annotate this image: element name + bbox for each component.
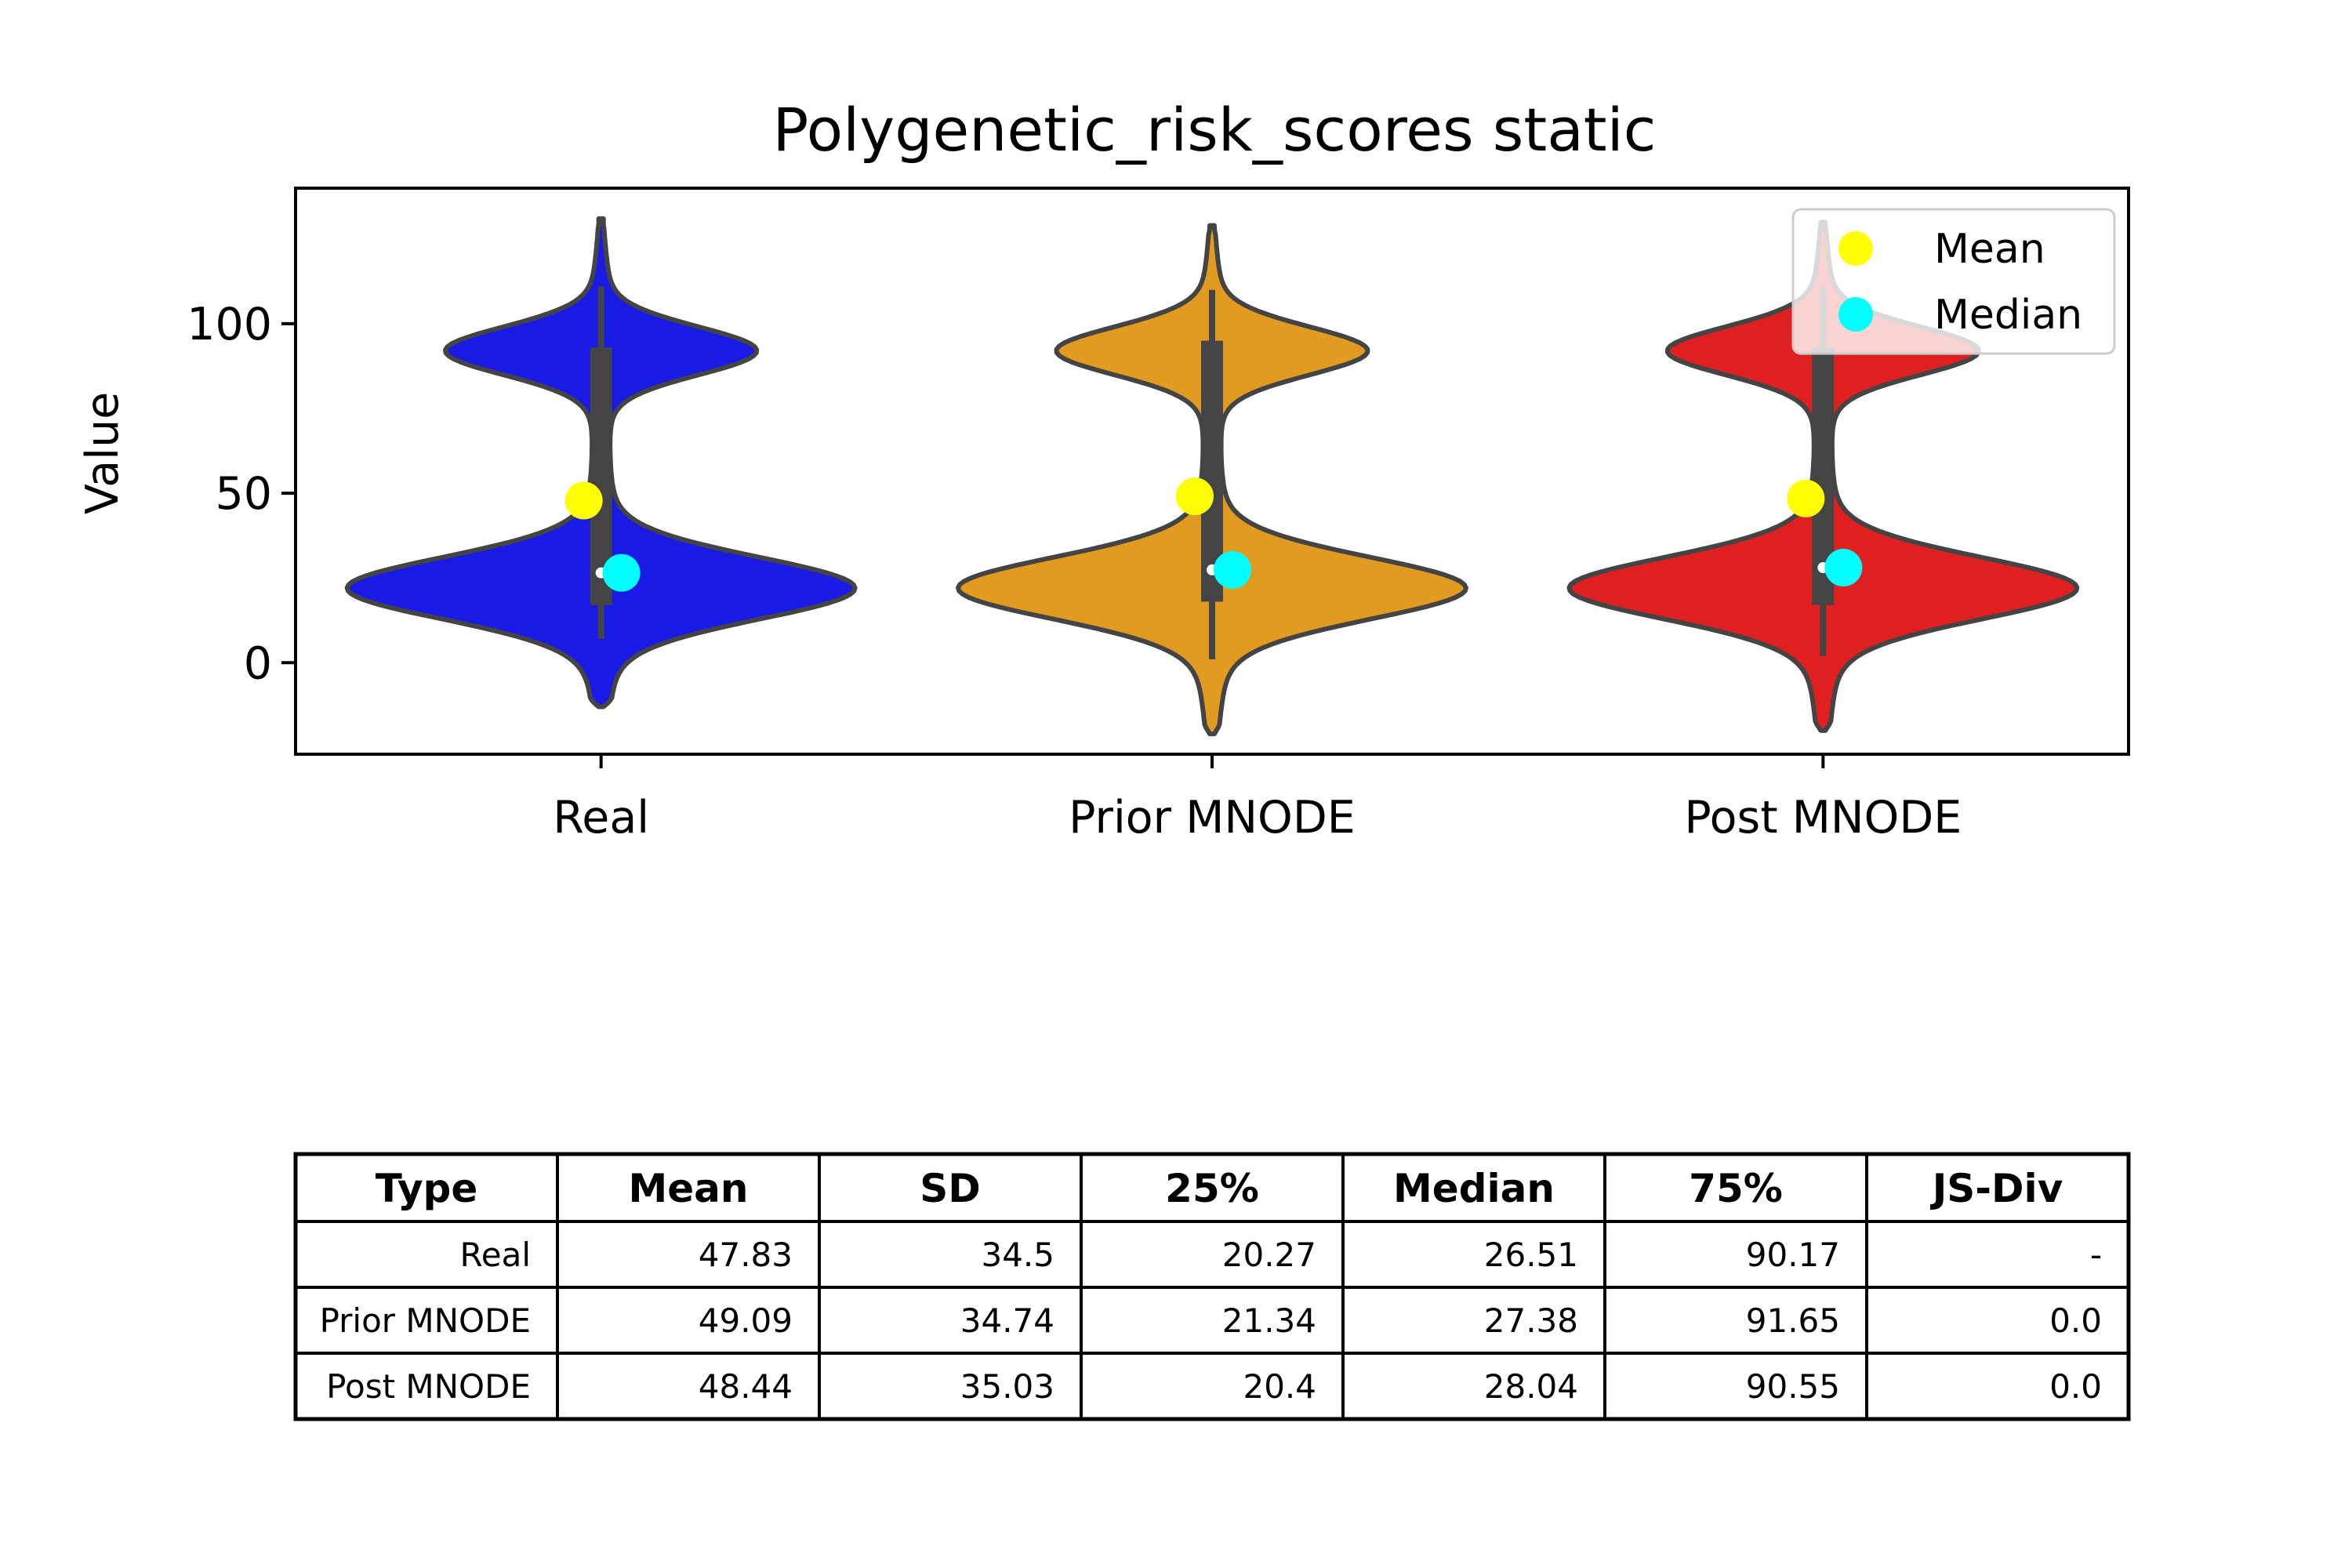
table-cell: 91.65 — [1746, 1301, 1840, 1340]
legend: Mean Median — [1791, 208, 2116, 355]
x-tick-label-real: Real — [553, 792, 649, 844]
table-cell: 90.55 — [1746, 1367, 1840, 1406]
y-tick-label-100: 100 — [187, 299, 272, 350]
chart-title: Polygenetic_risk_scores static — [773, 95, 1657, 165]
median-marker-real — [602, 554, 641, 592]
legend-label-median: Median — [1934, 292, 2082, 339]
table-header-75: 75% — [1689, 1166, 1783, 1211]
table-header-mean: Mean — [628, 1166, 748, 1211]
table-header-js-div: JS-Div — [1930, 1166, 2063, 1211]
y-axis-label: Value — [77, 392, 129, 515]
mean-marker-prior-mnode — [1176, 477, 1214, 516]
mean-median-markers — [564, 477, 1863, 592]
table-cell: 47.83 — [699, 1236, 793, 1274]
legend-marker-mean — [1838, 231, 1873, 266]
x-tick-label-prior-mnode: Prior MNODE — [1069, 792, 1356, 844]
table-cell: Prior MNODE — [320, 1301, 531, 1340]
table-cell: 20.4 — [1243, 1367, 1316, 1406]
table-cell: 34.74 — [960, 1301, 1054, 1340]
table-cell: 20.27 — [1222, 1236, 1316, 1274]
table-cell: - — [2090, 1236, 2102, 1274]
legend-marker-median — [1838, 297, 1873, 332]
table-cell: 90.17 — [1746, 1236, 1840, 1274]
median-marker-post-mnode — [1824, 549, 1863, 587]
table-cell: 34.5 — [981, 1236, 1054, 1274]
mean-marker-post-mnode — [1787, 479, 1825, 517]
table-header-type: Type — [376, 1166, 477, 1211]
mean-marker-real — [564, 481, 603, 520]
legend-box — [1791, 208, 2116, 355]
y-tick-label-50: 50 — [215, 468, 272, 520]
median-marker-prior-mnode — [1214, 550, 1251, 589]
table-cell: 28.04 — [1484, 1367, 1578, 1406]
stats-table: Type Mean SD 25% Median 75% JS-Div Real 47.83 34.… — [293, 1152, 2131, 1421]
table-header-median: Median — [1393, 1166, 1555, 1211]
y-tick-label-0: 0 — [244, 637, 272, 689]
table-cell: 49.09 — [699, 1301, 793, 1340]
table-header-sd: SD — [920, 1166, 981, 1211]
table-cell: Real — [459, 1236, 531, 1274]
table-cell: 21.34 — [1222, 1301, 1316, 1340]
table-cell: Post MNODE — [326, 1367, 531, 1406]
axes: 0 50 100 Real Prior MNODE Post MNODE — [187, 187, 2130, 844]
x-tick-label-post-mnode: Post MNODE — [1684, 792, 1962, 844]
table-cell: 35.03 — [960, 1367, 1054, 1406]
table-cell: 26.51 — [1484, 1236, 1578, 1274]
table-cell: 48.44 — [699, 1367, 793, 1406]
legend-label-mean: Mean — [1934, 226, 2045, 273]
table-header-25: 25% — [1165, 1166, 1259, 1211]
table-cell: 0.0 — [2049, 1301, 2102, 1340]
table-cell: 0.0 — [2049, 1367, 2102, 1406]
table-cell: 27.38 — [1484, 1301, 1578, 1340]
